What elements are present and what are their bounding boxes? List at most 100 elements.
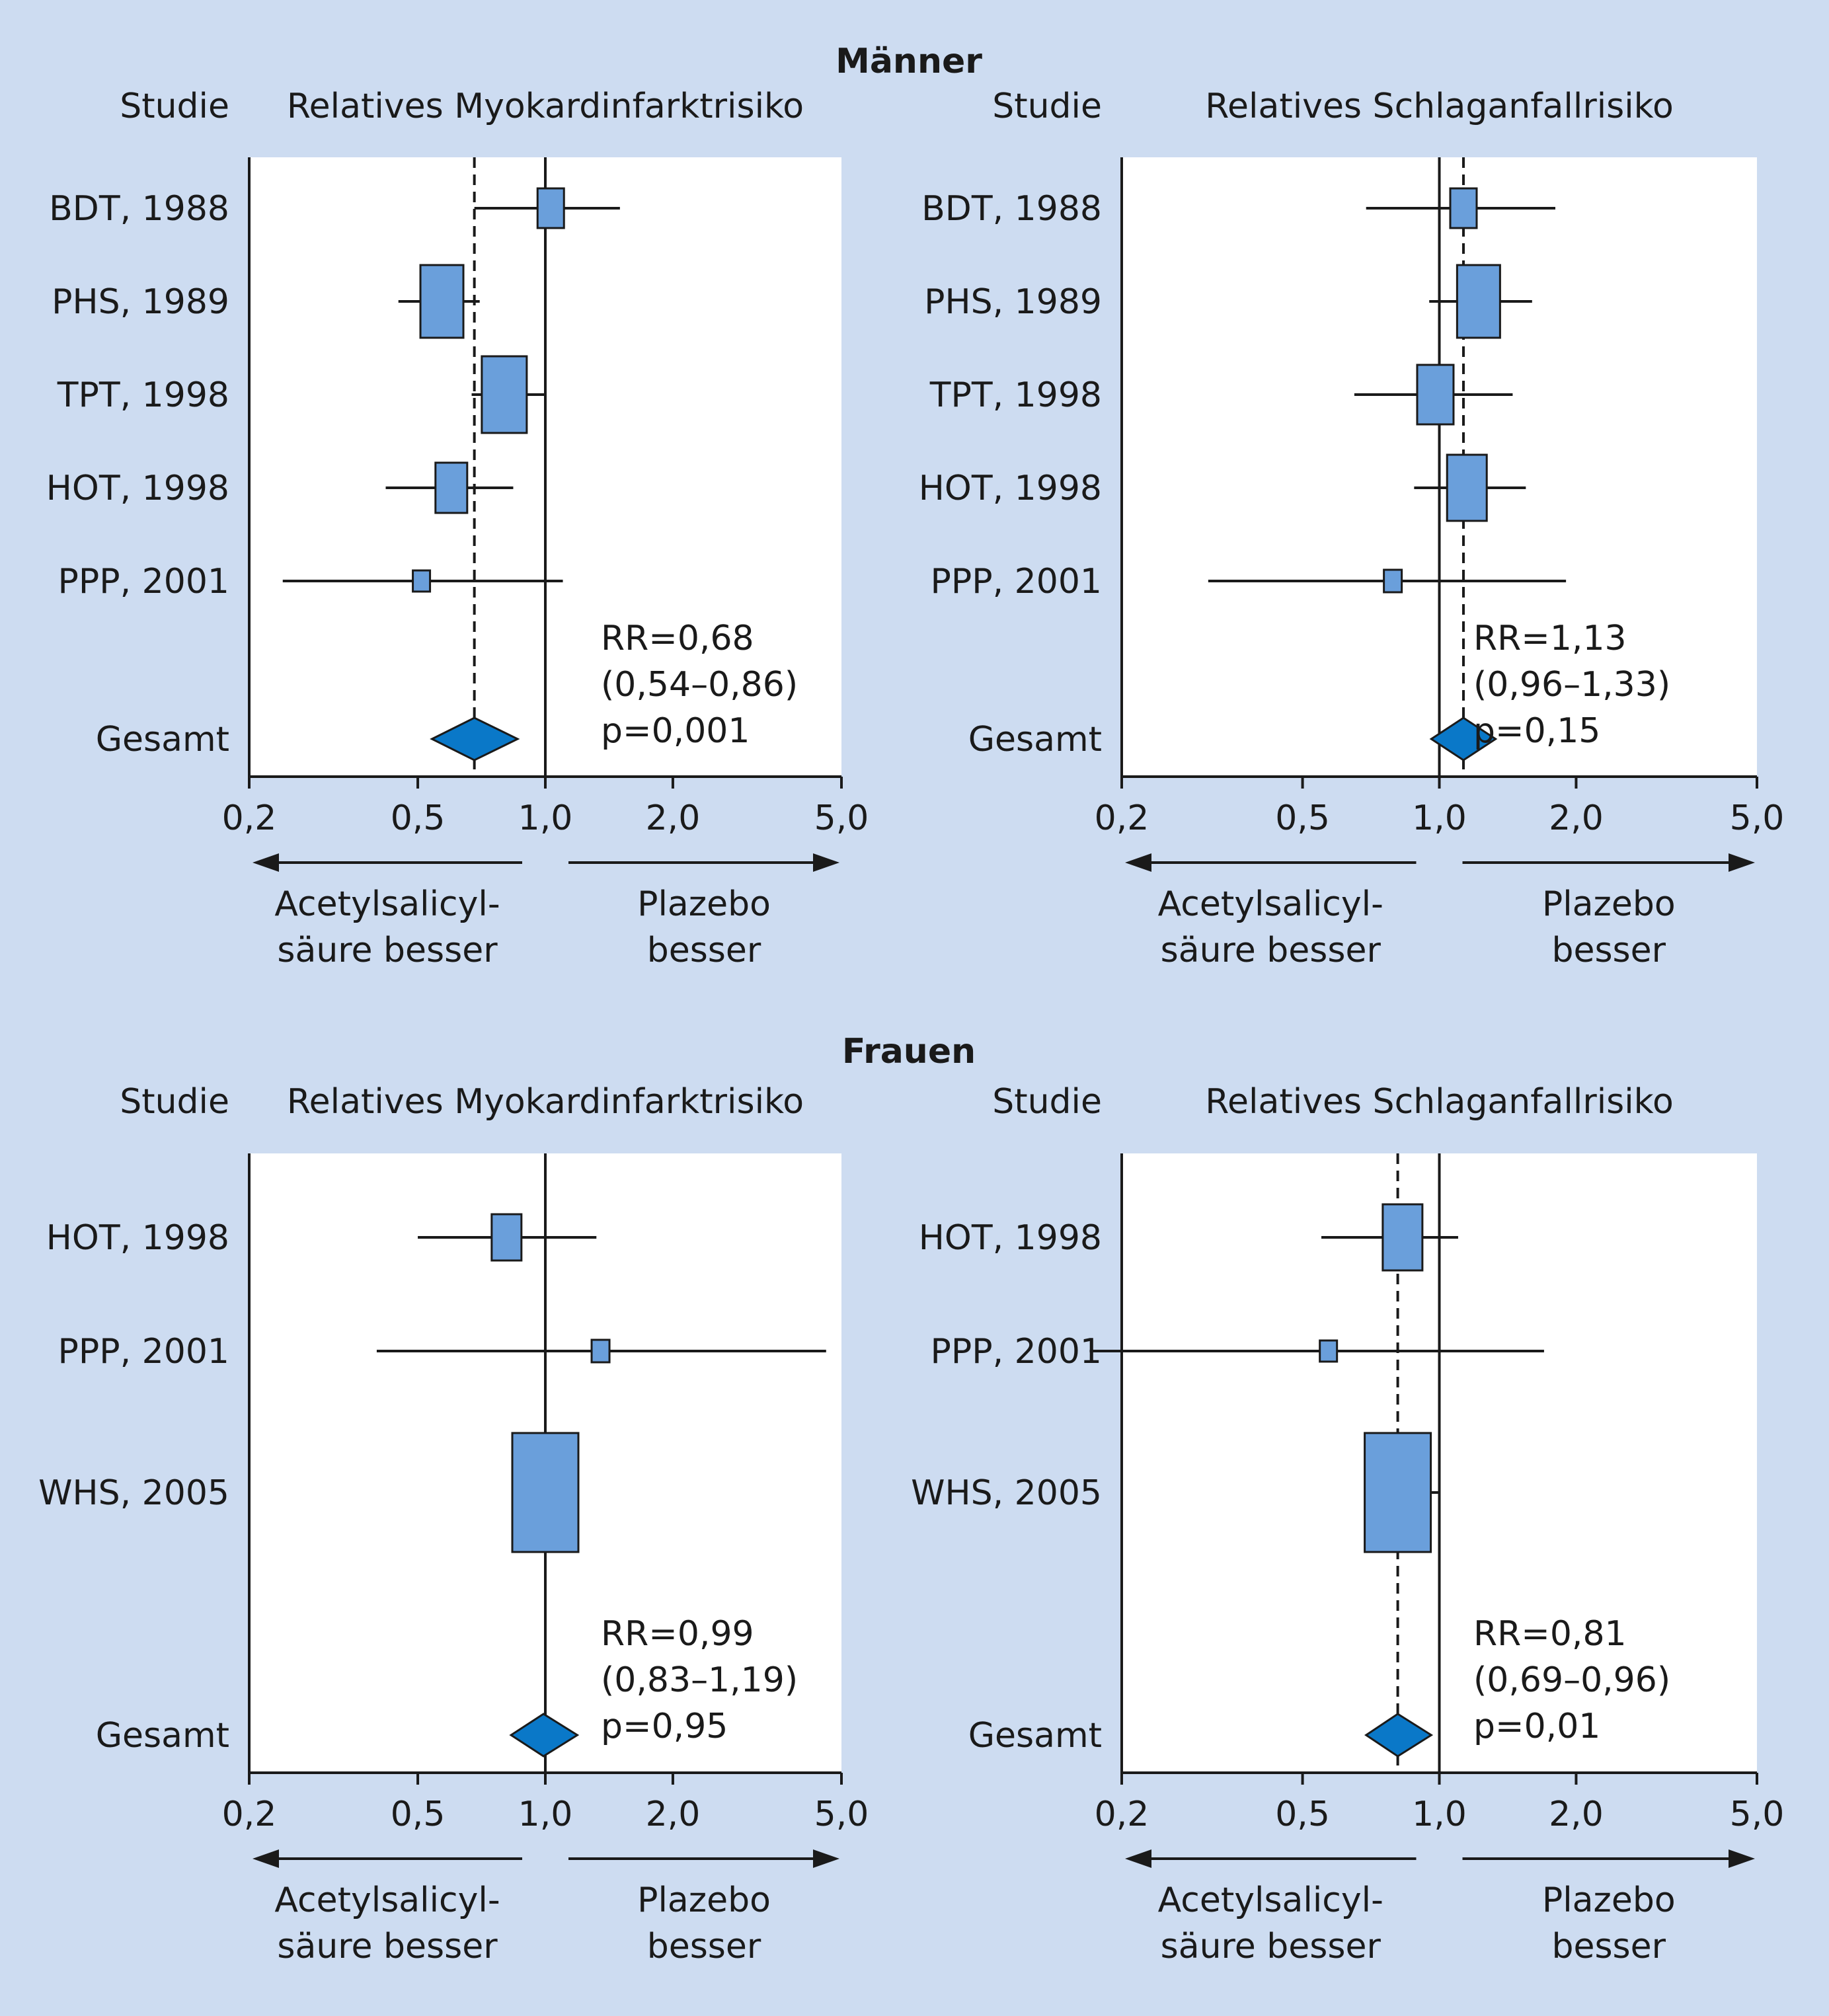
stats-line: (0,69–0,96) bbox=[1473, 1660, 1670, 1700]
study-label: HOT, 1998 bbox=[46, 469, 229, 508]
stats-line: RR=1,13 bbox=[1473, 619, 1627, 658]
stats-line: (0,54–0,86) bbox=[601, 665, 798, 705]
study-label: PPP, 2001 bbox=[58, 562, 229, 601]
study-label: PPP, 2001 bbox=[931, 1332, 1102, 1372]
stats-line: (0,96–1,33) bbox=[1473, 665, 1670, 705]
forest-panels: Studie Relatives Myokardinfarktrisiko 0,2 0… bbox=[38, 87, 1784, 1966]
study-label: HOT, 1998 bbox=[46, 1218, 229, 1258]
x-tick-label: 5,0 bbox=[1730, 798, 1785, 838]
right-arrow-caption: besser bbox=[647, 1927, 761, 1966]
left-arrow-caption: säure besser bbox=[1161, 931, 1381, 970]
study-label: BDT, 1988 bbox=[49, 189, 229, 229]
stats-line: RR=0,68 bbox=[601, 619, 754, 658]
x-tick-label: 0,2 bbox=[1095, 1795, 1149, 1834]
right-arrow-caption: Plazebo bbox=[637, 884, 771, 924]
x-tick-label: 5,0 bbox=[814, 1795, 869, 1834]
study-box bbox=[490, 1213, 523, 1262]
left-arrow-head bbox=[1125, 853, 1151, 872]
right-arrow-caption: besser bbox=[647, 931, 761, 970]
stats-line: p=0,01 bbox=[1473, 1707, 1600, 1746]
study-label: BDT, 1988 bbox=[921, 189, 1102, 229]
study-box bbox=[419, 264, 465, 339]
forest-panel-2: Studie Relatives Schlaganfallrisiko 0,2 0,5… bbox=[919, 87, 1785, 970]
overall-diamond bbox=[430, 717, 520, 761]
right-arrow-head bbox=[813, 1849, 839, 1868]
left-arrow-head bbox=[253, 853, 279, 872]
left-arrow-caption: Acetylsalicyl- bbox=[1158, 884, 1383, 924]
x-tick-label: 0,5 bbox=[1275, 1795, 1330, 1834]
left-arrow-caption: säure besser bbox=[277, 1927, 498, 1966]
study-header: Studie bbox=[992, 87, 1102, 126]
panel-title: Relatives Schlaganfallrisiko bbox=[1205, 87, 1674, 126]
study-label: WHS, 2005 bbox=[911, 1473, 1102, 1513]
study-box bbox=[1381, 1203, 1424, 1272]
forest-panel-1: Studie Relatives Myokardinfarktrisiko 0,2 0… bbox=[46, 87, 869, 970]
left-arrow-head bbox=[1125, 1849, 1151, 1868]
x-tick-label: 0,5 bbox=[391, 1795, 446, 1834]
study-header: Studie bbox=[992, 1082, 1102, 1122]
study-label: HOT, 1998 bbox=[919, 469, 1102, 508]
study-box bbox=[434, 461, 469, 514]
x-tick-label: 0,5 bbox=[391, 798, 446, 838]
stats-line: RR=0,81 bbox=[1473, 1614, 1627, 1654]
overall-label: Gesamt bbox=[96, 1716, 229, 1756]
study-box bbox=[1319, 1339, 1339, 1363]
study-label: TPT, 1998 bbox=[929, 375, 1102, 415]
x-tick-label: 2,0 bbox=[1549, 1795, 1604, 1834]
right-arrow-head bbox=[1729, 853, 1755, 872]
study-box bbox=[1383, 568, 1403, 594]
x-tick-label: 1,0 bbox=[518, 798, 573, 838]
right-arrow-head bbox=[813, 853, 839, 872]
stats-line: p=0,001 bbox=[601, 711, 750, 751]
study-label: PPP, 2001 bbox=[58, 1332, 229, 1372]
overall-diamond bbox=[1364, 1713, 1434, 1758]
study-label: PPP, 2001 bbox=[931, 562, 1102, 601]
stats-line: RR=0,99 bbox=[601, 1614, 754, 1654]
section-title-frauen: Frauen bbox=[842, 1032, 976, 1071]
right-arrow-caption: besser bbox=[1551, 931, 1666, 970]
stats-line: p=0,15 bbox=[1473, 711, 1600, 751]
panel-title: Relatives Schlaganfallrisiko bbox=[1205, 1082, 1674, 1122]
overall-label: Gesamt bbox=[968, 720, 1102, 759]
right-arrow-caption: Plazebo bbox=[637, 1880, 771, 1920]
study-box bbox=[1449, 187, 1478, 229]
x-tick-label: 2,0 bbox=[646, 798, 701, 838]
stats-line: p=0,95 bbox=[601, 1707, 728, 1746]
x-tick-label: 5,0 bbox=[814, 798, 869, 838]
overall-diamond bbox=[1429, 717, 1498, 761]
study-box bbox=[1446, 453, 1488, 522]
x-tick-label: 1,0 bbox=[518, 1795, 573, 1834]
x-tick-label: 0,5 bbox=[1275, 798, 1330, 838]
overall-diamond bbox=[509, 1713, 580, 1758]
x-tick-label: 5,0 bbox=[1730, 1795, 1785, 1834]
study-box bbox=[511, 1432, 580, 1553]
study-label: HOT, 1998 bbox=[919, 1218, 1102, 1258]
x-tick-label: 2,0 bbox=[646, 1795, 701, 1834]
study-label: WHS, 2005 bbox=[38, 1473, 229, 1513]
study-header: Studie bbox=[120, 87, 229, 126]
left-arrow-caption: Acetylsalicyl- bbox=[1158, 1880, 1383, 1920]
overall-label: Gesamt bbox=[968, 1716, 1102, 1756]
study-label: TPT, 1998 bbox=[57, 375, 229, 415]
left-arrow-head bbox=[253, 1849, 279, 1868]
study-header: Studie bbox=[120, 1082, 229, 1122]
study-box bbox=[412, 569, 432, 593]
stats-line: (0,83–1,19) bbox=[601, 1660, 798, 1700]
study-label: PHS, 1989 bbox=[924, 282, 1102, 322]
study-label: PHS, 1989 bbox=[52, 282, 229, 322]
study-box bbox=[1416, 364, 1455, 426]
x-tick-label: 0,2 bbox=[222, 1795, 277, 1834]
x-tick-label: 2,0 bbox=[1549, 798, 1604, 838]
x-tick-label: 1,0 bbox=[1412, 1795, 1467, 1834]
left-arrow-caption: Acetylsalicyl- bbox=[274, 1880, 500, 1920]
study-box bbox=[1456, 264, 1501, 339]
right-arrow-head bbox=[1729, 1849, 1755, 1868]
x-tick-label: 0,2 bbox=[1095, 798, 1149, 838]
forest-panel-4: Studie Relatives Schlaganfallrisiko 0,2 0,5… bbox=[911, 1082, 1784, 1966]
x-tick-label: 0,2 bbox=[222, 798, 277, 838]
right-arrow-caption: Plazebo bbox=[1542, 884, 1676, 924]
left-arrow-caption: Acetylsalicyl- bbox=[274, 884, 500, 924]
right-arrow-caption: besser bbox=[1551, 1927, 1666, 1966]
overall-label: Gesamt bbox=[96, 720, 229, 759]
